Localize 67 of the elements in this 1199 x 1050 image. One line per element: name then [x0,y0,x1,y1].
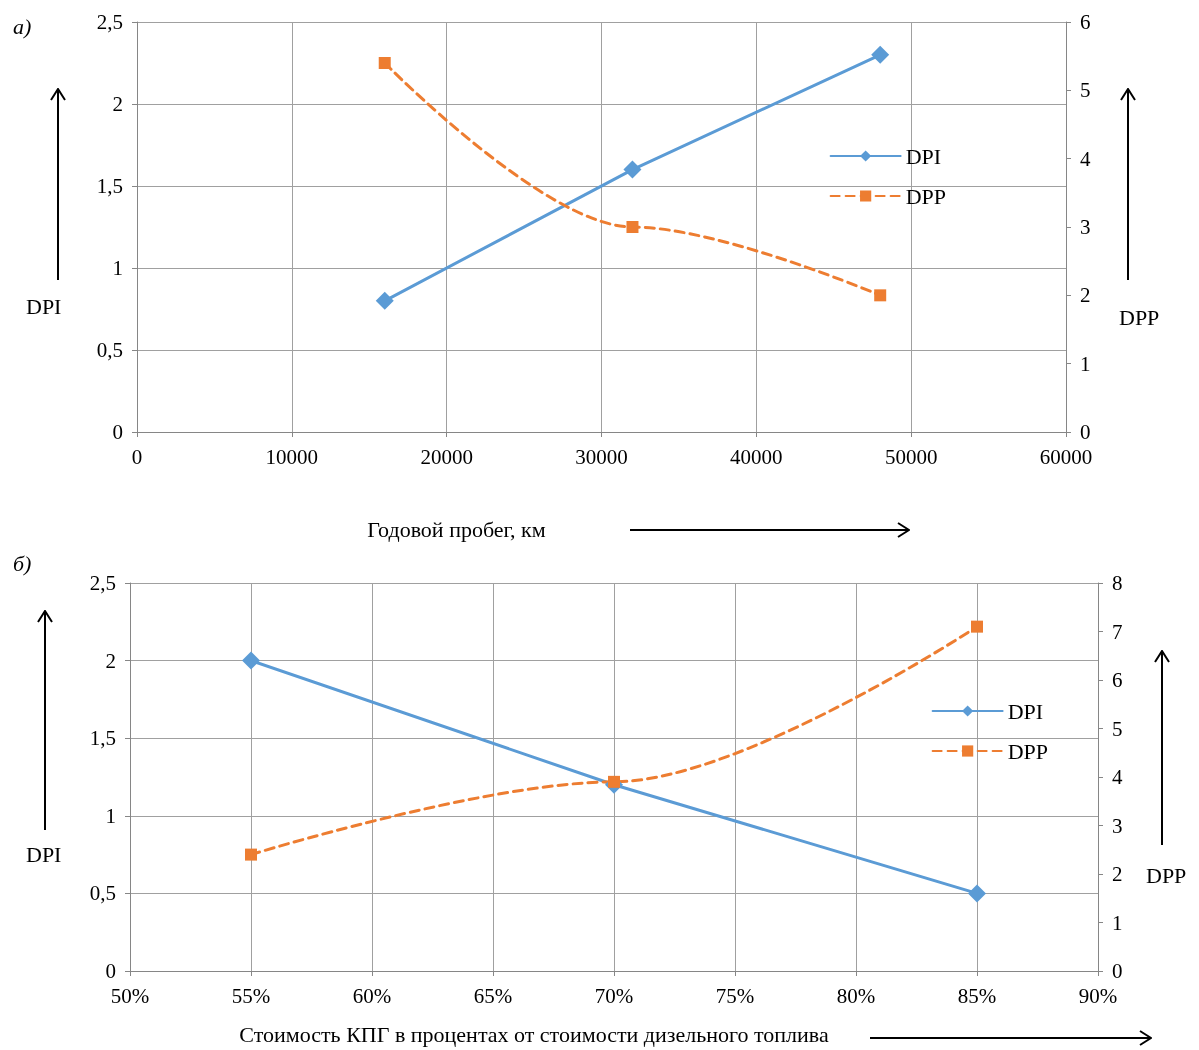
y2-tick-label: 5 [1080,78,1091,103]
point [971,620,983,633]
x-tick-label: 50000 [884,444,938,469]
y-tick-label: 1 [112,256,123,280]
legend-label: DPI [1007,698,1044,724]
y2-tick-label: 3 [1080,215,1091,239]
y2-axis-title: DPP [1119,304,1160,330]
chart-title: а) [13,13,32,39]
x-tick-label: 60% [352,983,392,1008]
point [871,45,890,64]
y-tick-label: 0 [112,420,123,444]
x-tick-label: 85% [957,983,997,1008]
y-tick-label: 1,5 [96,174,123,198]
legend-label: DPP [1007,738,1048,764]
y2-tick-label: 5 [1112,716,1123,741]
x-tick-label: 30000 [575,444,628,469]
y2-tick-label: 6 [1080,10,1091,34]
legend-label: DPI [905,143,942,169]
x-tick-label: 20000 [420,444,473,469]
x-tick-label: 0 [131,444,143,469]
chart-title: б) [13,550,32,576]
point [608,775,620,788]
y2-tick-label: 3 [1112,813,1123,838]
point [375,291,394,310]
y-tick-label: 0 [105,959,116,983]
x-tick-label: 90% [1078,983,1118,1008]
y2-tick-label: 7 [1112,619,1123,644]
y2-tick-label: 4 [1112,765,1123,789]
y2-tick-label: 2 [1080,283,1091,308]
x-tick-label: 70% [594,983,634,1008]
y-tick-label: 1,5 [89,726,116,751]
x-tick-label: 55% [231,983,271,1008]
point [378,57,391,69]
x-tick-label: 10000 [265,444,319,469]
x-tick-label: 80% [836,983,876,1008]
point [626,221,639,233]
x-tick-label: 65% [473,983,513,1008]
x-tick-label: 50% [110,983,150,1008]
y-axis-title: DPI [26,293,62,319]
y-tick-label: 1 [105,803,116,828]
point [623,160,642,179]
y2-tick-label: 2 [1112,862,1123,886]
y-tick-label: 0,5 [89,881,116,906]
x-tick-label: 75% [715,983,755,1008]
y-tick-label: 2,5 [96,10,123,34]
y-tick-label: 2 [112,92,123,116]
y2-axis-title: DPP [1146,862,1187,888]
point [242,651,260,670]
point [968,884,986,903]
y2-tick-label: 6 [1112,668,1123,692]
y2-tick-label: 8 [1112,571,1123,595]
y2-tick-label: 4 [1080,146,1091,171]
point [874,289,887,302]
point [245,848,257,861]
x-axis-title: Стоимость КПГ в процентах от стоимости дизельного топлива [239,1021,829,1047]
y-tick-label: 2,5 [89,571,116,595]
y-tick-label: 2 [105,648,116,673]
x-axis-title: Годовой пробег, км [367,516,546,542]
x-tick-label: 60000 [1039,444,1093,469]
y2-tick-label: 1 [1112,910,1123,935]
y2-tick-label: 0 [1080,420,1091,444]
y-axis-title: DPI [26,841,62,867]
x-tick-label: 40000 [730,444,783,469]
legend-label: DPP [905,183,946,209]
y-tick-label: 0,5 [96,338,123,362]
y2-tick-label: 1 [1080,351,1091,376]
y2-tick-label: 0 [1112,959,1123,983]
